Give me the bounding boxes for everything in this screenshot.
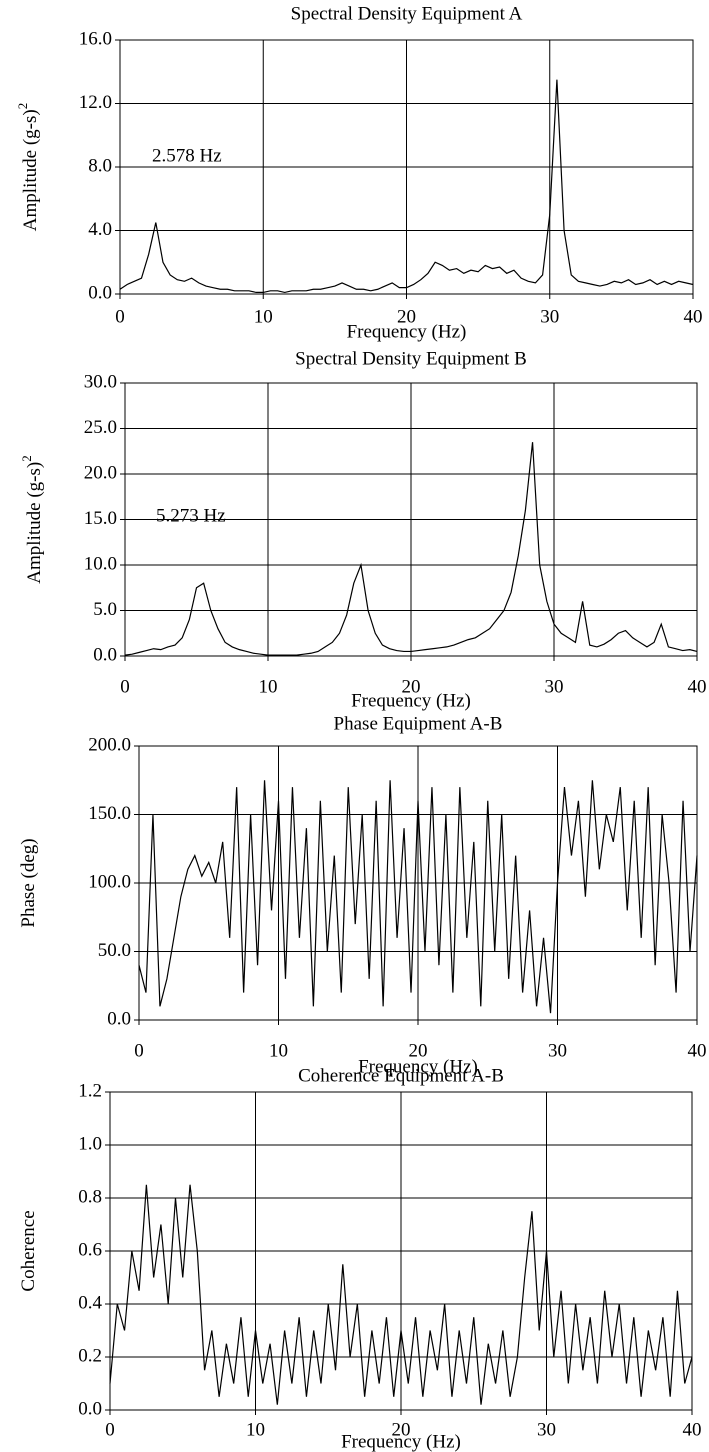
y-tick-label: 0.6 — [78, 1239, 102, 1260]
y-axis-label: Amplitude (g-s)2 — [19, 455, 45, 583]
chart-panel: Coherence Equipment A-B 0.0 0.2 0.4 0.6 0.8 1.… — [18, 1065, 701, 1452]
y-tick-label: 20.0 — [84, 462, 117, 483]
x-tick-label: 10 — [254, 306, 273, 327]
y-tick-label: 12.0 — [79, 92, 112, 113]
y-tick-label: 15.0 — [84, 508, 117, 529]
y-tick-label: 200.0 — [88, 734, 131, 755]
y-axis-label-sup: 2 — [15, 103, 30, 110]
x-axis-label: Frequency (Hz) — [358, 1056, 478, 1077]
chart-title: Spectral Density Equipment A — [291, 3, 523, 24]
y-axis-label-text: Amplitude (g-s) — [20, 109, 41, 231]
x-tick-label: 0 — [120, 676, 130, 697]
y-tick-label: 1.0 — [78, 1133, 102, 1154]
y-tick-label: 30.0 — [84, 371, 117, 392]
y-axis-label-text: Coherence — [18, 1210, 39, 1291]
plot-frame — [124, 382, 698, 657]
x-axis-label: Frequency (Hz) — [341, 1431, 461, 1452]
plot-frame — [138, 745, 698, 1021]
chart-title: Phase Equipment A-B — [334, 713, 503, 734]
x-tick-label: 30 — [548, 1040, 567, 1061]
y-tick-label: 0.4 — [78, 1292, 102, 1313]
chart-title: Coherence Equipment A-B — [298, 1065, 504, 1086]
x-tick-label: 40 — [688, 676, 707, 697]
data-line — [119, 79, 694, 294]
y-axis-label-text: Amplitude (g-s) — [24, 462, 45, 584]
x-tick-label: 10 — [246, 1419, 265, 1440]
x-tick-label: 20 — [397, 306, 416, 327]
y-axis-label: Amplitude (g-s)2 — [15, 103, 41, 231]
y-tick-label: 50.0 — [98, 940, 131, 961]
y-axis-label-text: Phase (deg) — [18, 838, 39, 927]
y-tick-label: 1.2 — [78, 1080, 102, 1101]
x-axis-label: Frequency (Hz) — [347, 321, 467, 342]
x-tick-label: 40 — [688, 1040, 707, 1061]
y-tick-label: 0.0 — [93, 644, 117, 665]
y-tick-label: 16.0 — [79, 28, 112, 49]
chart-title: Spectral Density Equipment B — [295, 348, 527, 369]
y-tick-label: 100.0 — [88, 871, 131, 892]
data-line — [109, 1184, 693, 1405]
x-tick-label: 20 — [409, 1040, 428, 1061]
plot-frame — [119, 39, 694, 295]
x-tick-label: 20 — [392, 1419, 411, 1440]
x-axis-label: Frequency (Hz) — [351, 690, 471, 711]
y-tick-label: 10.0 — [84, 553, 117, 574]
y-tick-label: 25.0 — [84, 417, 117, 438]
y-tick-label: 5.0 — [93, 599, 117, 620]
x-tick-label: 30 — [540, 306, 559, 327]
x-tick-label: 30 — [545, 676, 564, 697]
x-tick-label: 40 — [684, 306, 703, 327]
x-tick-label: 10 — [259, 676, 278, 697]
chart-panel: Phase Equipment A-B 0.0 50.0 100.0 150.0 200.… — [18, 713, 706, 1077]
x-tick-label: 10 — [269, 1040, 288, 1061]
y-tick-label: 0.0 — [78, 1398, 102, 1419]
annotation: 5.273 Hz — [156, 505, 226, 526]
x-tick-label: 0 — [134, 1040, 144, 1061]
y-tick-label: 0.0 — [88, 282, 112, 303]
plot-frame — [109, 1091, 693, 1411]
y-tick-label: 8.0 — [88, 155, 112, 176]
data-line — [138, 780, 698, 1014]
y-axis-label: Phase (deg) — [18, 838, 39, 927]
x-tick-label: 0 — [105, 1419, 115, 1440]
x-tick-label: 30 — [537, 1419, 556, 1440]
y-tick-label: 0.0 — [107, 1008, 131, 1029]
y-axis-label-sup: 2 — [19, 455, 34, 462]
chart-panel: Spectral Density Equipment A 0.0 4.0 8.0 12.… — [15, 3, 702, 342]
data-line — [124, 442, 698, 656]
y-tick-label: 0.2 — [78, 1345, 102, 1366]
y-axis-label: Coherence — [18, 1210, 39, 1291]
x-tick-label: 40 — [683, 1419, 702, 1440]
x-tick-label: 0 — [115, 306, 125, 327]
y-tick-label: 4.0 — [88, 219, 112, 240]
annotation: 2.578 Hz — [152, 145, 222, 166]
chart-panel: Spectral Density Equipment B 0.0 5.0 10.0 15… — [19, 348, 706, 711]
x-tick-label: 20 — [402, 676, 421, 697]
y-tick-label: 150.0 — [88, 803, 131, 824]
y-tick-label: 0.8 — [78, 1186, 102, 1207]
